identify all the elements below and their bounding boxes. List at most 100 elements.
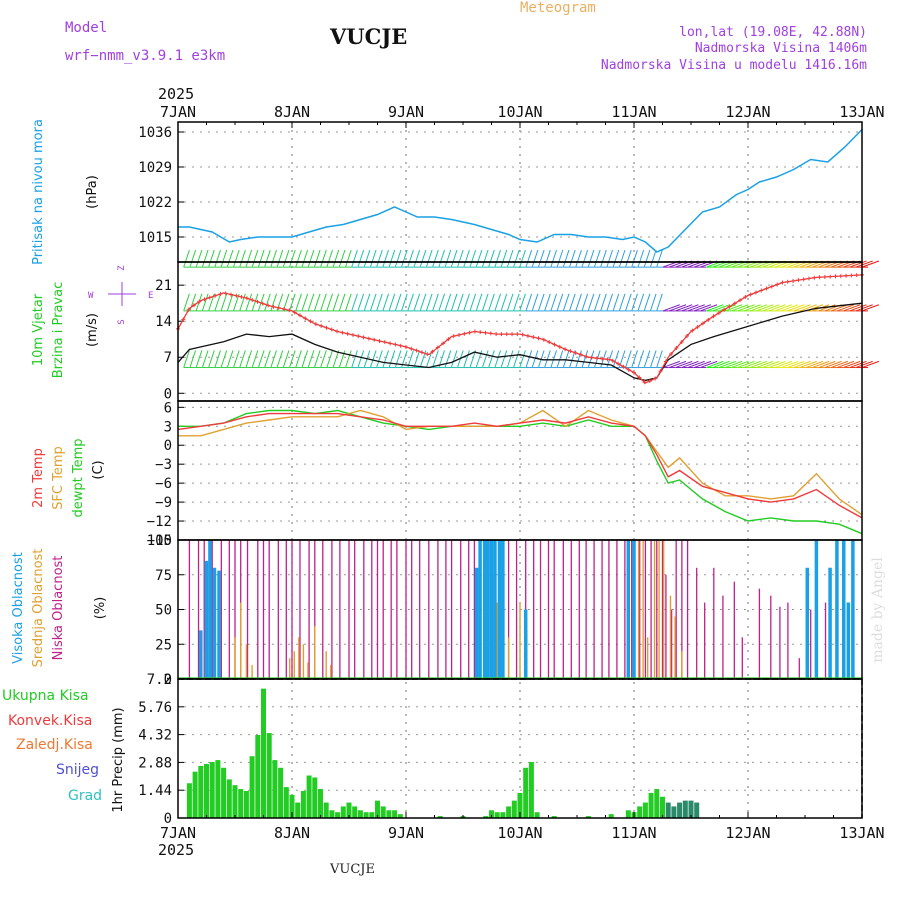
wind-direction-marker [679, 339, 684, 344]
wind-barb [270, 249, 277, 268]
wind-barb [233, 350, 240, 368]
wind-barb [544, 293, 551, 312]
wind-barb [245, 249, 253, 268]
wind-direction-marker [308, 319, 313, 324]
precip-bar [665, 802, 671, 818]
wind-barb [313, 293, 321, 312]
precip-bar [221, 767, 227, 818]
wind-barb [413, 249, 421, 268]
precip-bar [318, 789, 323, 818]
wind-direction-marker [271, 304, 276, 309]
wind-direction-marker [557, 344, 562, 349]
wind-barb [537, 249, 545, 268]
top-time-label: 10JAN [497, 103, 542, 121]
precip-bar [392, 810, 398, 818]
wind-barb [432, 249, 439, 268]
wind-barb [488, 249, 495, 268]
wind-barb [693, 360, 712, 369]
wind-barb [450, 350, 458, 368]
wind-barb [706, 360, 724, 369]
wind-barb [270, 293, 277, 312]
wind-direction-marker [605, 357, 610, 362]
wind-barb [681, 304, 699, 312]
wind-barb [220, 293, 228, 312]
wind-barb [413, 293, 421, 312]
precip-bar [386, 810, 392, 818]
wind-barb [463, 249, 470, 268]
wind-barb [183, 249, 190, 268]
wind-barb [612, 293, 620, 312]
wind-barb [593, 249, 601, 268]
wind-direction-marker [409, 346, 414, 351]
wind-barb [289, 350, 296, 368]
wind-panel-title: 10m Vjetar [31, 293, 46, 366]
wind-direction-marker [234, 293, 239, 298]
wind-barb [774, 304, 792, 312]
bottom-time-label: 13JAN [839, 824, 884, 842]
wind-barb [394, 249, 402, 268]
wind-barb [407, 293, 414, 312]
compass-west: W [88, 291, 94, 301]
wind-barb [282, 350, 290, 368]
cloud-high-title: Visoka Oblacnost [11, 552, 26, 664]
wind-barb [656, 350, 663, 368]
y-tick-label: −6 [155, 476, 172, 492]
wind-barb [849, 360, 867, 369]
wind-barb [843, 304, 861, 312]
lonlat-label: lon,lat (19.08E, 42.88N) [679, 25, 867, 40]
precip-bar [494, 812, 500, 818]
wind-barb [631, 249, 638, 268]
wind-barb [668, 360, 687, 369]
wind-direction-marker [716, 311, 721, 316]
wind-barb [313, 350, 321, 368]
wind-barb [855, 260, 873, 268]
cloud-mid-title: Srednja Oblacnost [31, 549, 46, 668]
precip-bar [380, 806, 386, 818]
wind-barb [569, 249, 576, 268]
wind-barb [444, 293, 452, 312]
precip-bar [226, 779, 232, 818]
wind-barb [208, 249, 215, 268]
wind-barb [307, 293, 315, 312]
y-tick-label: 4.32 [138, 728, 172, 744]
panel-frame-pressure [177, 121, 863, 263]
wind-direction-marker [398, 343, 403, 348]
dewpoint-line [178, 409, 863, 535]
wind-barb [849, 260, 867, 268]
wind-direction-marker [738, 298, 743, 303]
model-name: wrf−nmm_v3.9.1 e3km [65, 48, 226, 64]
wind-barb [544, 350, 551, 368]
precip-bars [186, 688, 700, 818]
y-tick-label: 1.44 [138, 783, 172, 799]
wind-barb [513, 293, 520, 312]
precip-bar [637, 806, 643, 818]
wind-direction-marker [345, 331, 350, 336]
wind-direction-marker [213, 293, 218, 298]
wind-barb [706, 304, 724, 312]
wind-barb [562, 350, 570, 368]
wind-direction-marker [674, 345, 679, 350]
wind-direction-marker [324, 325, 329, 330]
wind-barb [226, 350, 234, 368]
wind-barb [581, 293, 589, 312]
precip-bar [625, 810, 631, 818]
wind-barb [338, 293, 346, 312]
wind-barb [332, 249, 340, 268]
precip-bar [523, 767, 529, 818]
top-time-label: 8JAN [274, 103, 310, 121]
wind-speed-line [177, 302, 863, 382]
wind-barb [855, 360, 873, 369]
wind-barb [363, 293, 371, 312]
wind-direction-marker [382, 340, 387, 345]
model-label: Model [65, 20, 108, 36]
wind-direction-marker [388, 341, 393, 346]
wind-direction-marker [531, 335, 536, 340]
wind-barb [793, 360, 811, 369]
wind-barb [861, 304, 880, 312]
wind-barb [587, 249, 595, 268]
wind-direction-marker [255, 299, 260, 304]
wind-barb [506, 293, 514, 312]
wind-barb [494, 350, 501, 368]
wind-direction-marker [642, 380, 647, 385]
wind-direction-marker [239, 294, 244, 299]
